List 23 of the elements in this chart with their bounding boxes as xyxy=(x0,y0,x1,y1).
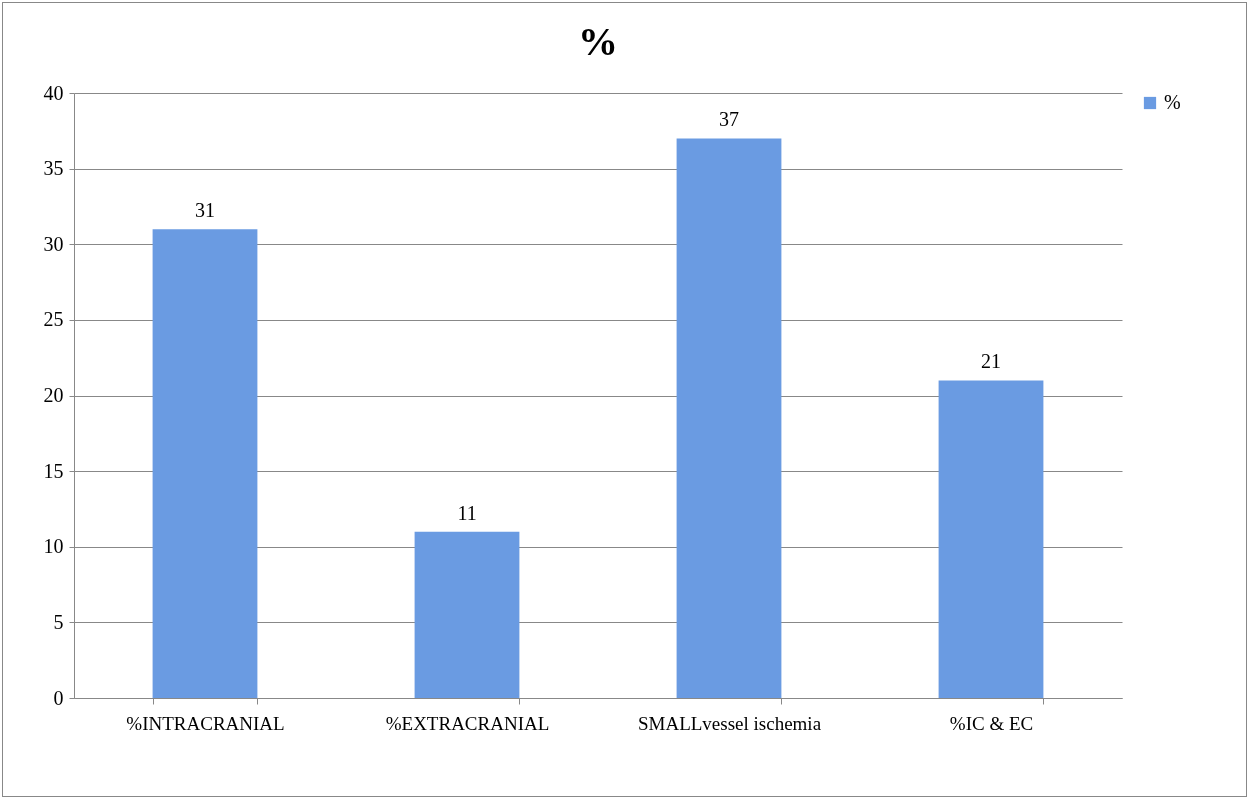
data-label: 21 xyxy=(981,350,1001,373)
bar xyxy=(938,380,1044,698)
x-tick-label: %INTRACRANIAL xyxy=(126,712,285,734)
x-tick-label: %IC & EC xyxy=(949,712,1034,734)
y-tick-label: 35 xyxy=(43,157,64,180)
y-tick-label: 30 xyxy=(43,232,64,255)
y-tick-label: 5 xyxy=(53,610,64,633)
chart-title: % xyxy=(578,19,618,64)
data-label: 37 xyxy=(719,108,739,131)
data-label: 11 xyxy=(457,501,477,524)
bar xyxy=(676,138,782,698)
y-tick-label: 15 xyxy=(43,459,64,482)
y-tick-label: 0 xyxy=(53,686,64,709)
y-tick-label: 25 xyxy=(43,308,64,331)
bar xyxy=(152,229,258,698)
y-tick-label: 10 xyxy=(43,535,64,558)
bar xyxy=(414,531,520,698)
data-label: 31 xyxy=(195,199,215,222)
y-tick-label: 20 xyxy=(43,384,64,406)
y-tick-label: 40 xyxy=(43,81,64,104)
x-tick-label: SMALLvessel ischemia xyxy=(637,712,822,734)
legend-label: % xyxy=(1164,91,1181,113)
x-tick-label: %EXTRACRANIAL xyxy=(385,712,550,734)
